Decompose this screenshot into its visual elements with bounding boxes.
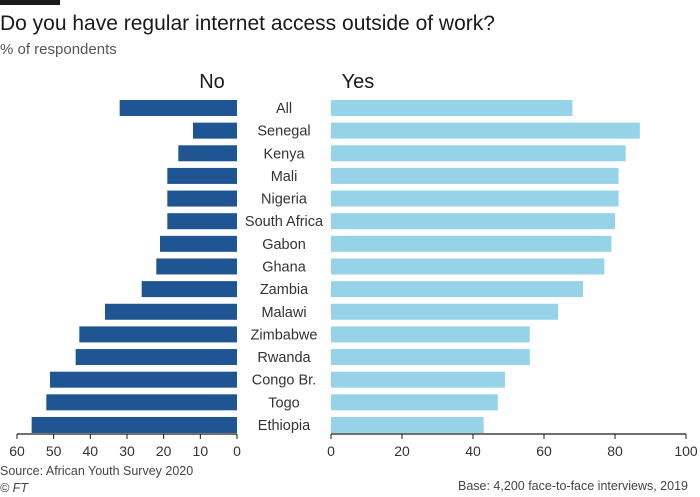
bar-no-3 [167, 167, 237, 184]
ft-credit: © FT [0, 481, 28, 495]
yes-tick-label-5: 100 [674, 443, 698, 459]
base-note: Base: 4,200 face-to-face interviews, 201… [458, 479, 688, 493]
no-tick-label-0: 60 [9, 443, 25, 459]
footer-left: Source: African Youth Survey 2020 © FT [0, 463, 193, 497]
bar-yes-14 [331, 416, 484, 433]
bar-yes-10 [331, 326, 530, 343]
category-label-8: Zambia [260, 282, 309, 298]
category-label-5: South Africa [245, 214, 324, 230]
bar-yes-3 [331, 167, 619, 184]
yes-tick-label-0: 0 [327, 443, 335, 459]
category-label-6: Gabon [262, 237, 306, 253]
yes-tick-label-4: 80 [607, 443, 623, 459]
bar-no-6 [159, 235, 237, 252]
category-label-7: Ghana [262, 259, 306, 275]
bar-no-4 [167, 190, 237, 207]
category-label-11: Rwanda [257, 350, 311, 366]
category-label-2: Kenya [263, 146, 305, 162]
bar-no-9 [104, 303, 237, 320]
yes-tick-label-1: 20 [394, 443, 410, 459]
bar-no-10 [79, 326, 237, 343]
bar-yes-13 [331, 394, 498, 411]
category-label-13: Togo [268, 395, 299, 411]
bar-yes-9 [331, 303, 559, 320]
yes-tick-label-3: 60 [536, 443, 552, 459]
bar-no-12 [49, 371, 237, 388]
category-label-3: Mali [271, 169, 298, 185]
bar-yes-1 [331, 122, 640, 139]
bar-yes-5 [331, 213, 615, 230]
no-tick-label-2: 40 [83, 443, 99, 459]
chart-title: Do you have regular internet access outs… [0, 12, 495, 35]
legend-no: No [199, 71, 225, 93]
bar-yes-7 [331, 258, 605, 275]
chart-subtitle: % of respondents [0, 41, 117, 58]
legend-yes: Yes [342, 71, 375, 93]
bar-no-0 [119, 100, 237, 116]
bar-no-5 [167, 213, 237, 230]
top-rule [0, 0, 60, 5]
no-tick-label-1: 50 [46, 443, 62, 459]
bar-no-13 [46, 394, 237, 411]
bar-yes-2 [331, 145, 626, 162]
no-tick-label-5: 10 [193, 443, 209, 459]
bar-no-8 [141, 281, 237, 298]
bar-yes-0 [331, 100, 573, 116]
category-label-10: Zimbabwe [251, 327, 318, 343]
bar-yes-6 [331, 235, 612, 252]
bar-yes-11 [331, 349, 530, 366]
category-label-14: Ethiopia [258, 418, 311, 434]
category-label-4: Nigeria [261, 192, 308, 208]
no-tick-label-6: 0 [233, 443, 241, 459]
bar-no-1 [192, 122, 237, 139]
category-label-1: Senegal [257, 124, 310, 140]
bar-no-7 [156, 258, 237, 275]
bar-no-2 [178, 145, 237, 162]
yes-tick-label-2: 40 [465, 443, 481, 459]
source-note: Source: African Youth Survey 2020 [0, 464, 194, 478]
bar-yes-8 [331, 281, 584, 298]
category-label-0: All [276, 101, 292, 117]
bar-no-14 [31, 416, 238, 433]
bar-no-11 [75, 349, 237, 366]
category-label-9: Malawi [261, 305, 306, 321]
category-label-12: Congo Br. [252, 373, 317, 389]
no-tick-label-3: 30 [119, 443, 135, 459]
bar-yes-4 [331, 190, 619, 207]
no-tick-label-4: 20 [156, 443, 172, 459]
bar-yes-12 [331, 371, 505, 388]
